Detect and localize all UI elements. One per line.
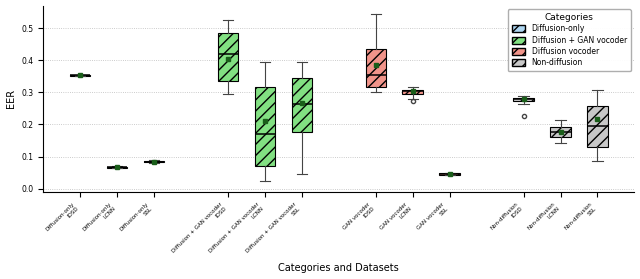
PathPatch shape [588, 106, 607, 147]
PathPatch shape [218, 33, 238, 81]
PathPatch shape [403, 90, 423, 93]
PathPatch shape [440, 173, 460, 175]
PathPatch shape [513, 98, 534, 101]
Legend: Diffusion-only, Diffusion + GAN vocoder, Diffusion vocoder, Non-diffusion: Diffusion-only, Diffusion + GAN vocoder,… [508, 9, 630, 71]
Y-axis label: EER: EER [6, 89, 15, 108]
PathPatch shape [292, 78, 312, 133]
PathPatch shape [107, 167, 127, 168]
X-axis label: Categories and Datasets: Categories and Datasets [278, 263, 399, 273]
PathPatch shape [70, 75, 90, 76]
PathPatch shape [144, 161, 164, 162]
PathPatch shape [365, 49, 386, 88]
PathPatch shape [550, 127, 571, 137]
PathPatch shape [255, 88, 275, 166]
